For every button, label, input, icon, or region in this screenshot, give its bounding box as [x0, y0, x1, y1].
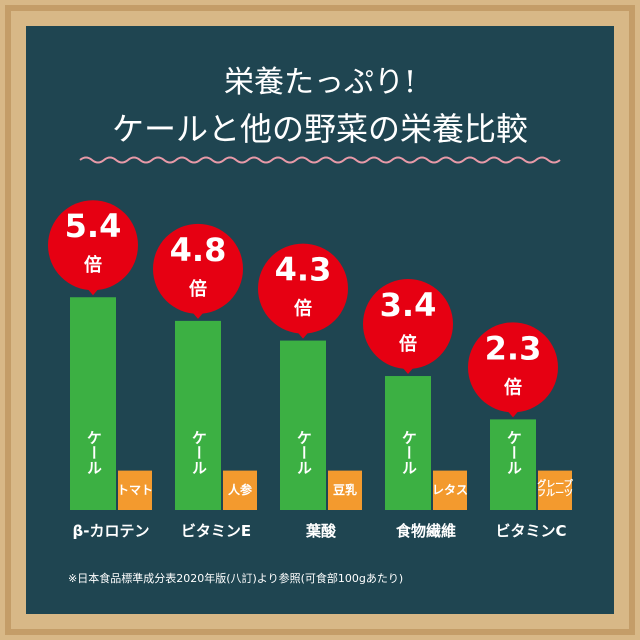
unit-label: 倍 [84, 254, 102, 276]
note: ※日本食品標準成分表2020年版(八訂)より参照(可食部100gあたり) [68, 571, 403, 585]
x-tick-label: 食物繊維 [396, 522, 456, 540]
kale-bar [70, 297, 116, 510]
title-line: ケールと他の野菜の栄養比較 [112, 110, 528, 148]
bubble [363, 279, 453, 370]
unit-label: 倍 [294, 298, 312, 320]
kale-bar [175, 320, 221, 510]
kale-label: ケール [189, 430, 208, 475]
kale-bar [385, 376, 431, 510]
unit-label: 倍 [504, 376, 522, 398]
kale-label: ケール [399, 430, 418, 475]
bubble [468, 322, 558, 413]
compare-bar [538, 470, 572, 510]
value-label: 5.4 [65, 207, 122, 245]
x-tick-label: ビタミンC [495, 522, 566, 540]
kale-label: ケール [294, 430, 313, 475]
value-label: 4.3 [275, 251, 332, 289]
compare-label: 人参 [227, 482, 252, 497]
kale-bar [490, 419, 536, 510]
unit-label: 倍 [399, 333, 417, 355]
x-tick-label: β-カロテン [73, 522, 150, 540]
compare-bar [433, 470, 467, 510]
kale-label: ケール [84, 430, 103, 475]
bubble [48, 200, 138, 291]
compare-label: 豆乳 [332, 482, 357, 497]
bubble [258, 243, 348, 334]
compare-label: レタス [431, 482, 468, 497]
x-tick-label: ビタミンE [181, 522, 251, 540]
wavy-underline [79, 156, 561, 164]
frame-grain [5, 5, 635, 635]
x-tick-label: 葉酸 [305, 522, 337, 540]
kale-label: ケール [504, 430, 523, 475]
value-label: 2.3 [485, 329, 542, 367]
compare-bar [223, 470, 257, 510]
bubble [153, 223, 243, 314]
unit-label: 倍 [189, 278, 207, 300]
compare-label: グレープ フルーツ [537, 479, 573, 500]
compare-bar [328, 470, 362, 510]
value-label: 4.8 [170, 231, 227, 269]
title-line: 栄養たっぷり! [224, 65, 416, 100]
compare-bar [118, 470, 152, 510]
compare-label: トマト [116, 482, 153, 497]
value-label: 3.4 [380, 286, 437, 324]
kale-bar [280, 340, 326, 510]
